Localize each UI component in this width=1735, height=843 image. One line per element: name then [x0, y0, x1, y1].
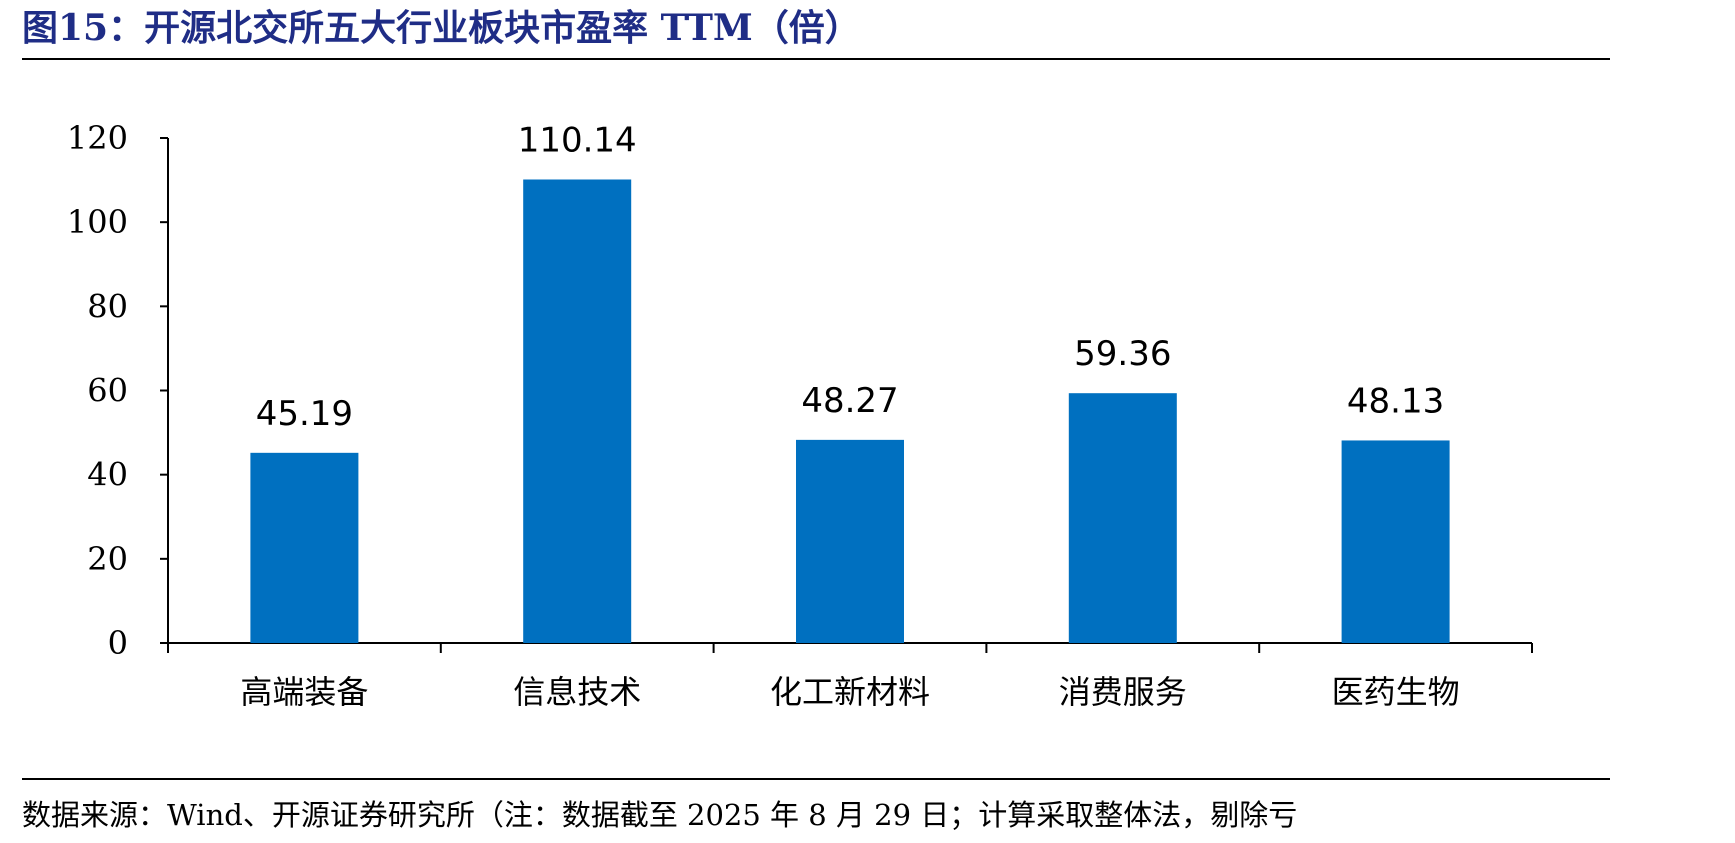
x-axis [167, 642, 1533, 653]
category-labels: 高端装备 信息技术 化工新材料 消费服务 医药生物 [240, 673, 1459, 711]
bar [796, 439, 904, 643]
data-label: 59.36 [1074, 334, 1171, 374]
category-label: 消费服务 [1059, 673, 1187, 711]
y-tick-label: 120 [67, 119, 128, 157]
y-tick-label: 0 [108, 624, 128, 662]
y-tick-label: 20 [87, 540, 128, 578]
y-tick-label: 80 [87, 287, 128, 325]
source-divider [22, 778, 1610, 780]
category-label: 高端装备 [240, 673, 368, 711]
category-label: 信息技术 [513, 673, 641, 711]
title-divider [22, 58, 1610, 60]
bar [1068, 393, 1177, 643]
source-note: 数据来源：Wind、开源证券研究所（注：数据截至 2025 年 8 月 29 日… [22, 798, 1298, 832]
bar [1341, 440, 1450, 643]
y-axis: 0 20 40 60 80 100 120 [67, 119, 169, 662]
y-tick-label: 100 [67, 203, 128, 241]
bar [523, 179, 632, 643]
bar [250, 452, 359, 643]
y-tick-label: 60 [87, 372, 128, 410]
bars [250, 179, 1450, 643]
y-tick-label: 40 [87, 456, 128, 494]
data-label: 110.14 [518, 120, 637, 160]
category-label: 化工新材料 [770, 673, 930, 711]
data-label: 48.13 [1347, 381, 1444, 421]
data-label: 48.27 [801, 381, 898, 421]
data-labels: 45.19 110.14 48.27 59.36 48.13 [256, 120, 1445, 433]
category-label: 医药生物 [1332, 673, 1460, 711]
figure-title: 图15：开源北交所五大行业板块市盈率 TTM（倍） [22, 7, 861, 49]
data-label: 45.19 [256, 394, 353, 434]
